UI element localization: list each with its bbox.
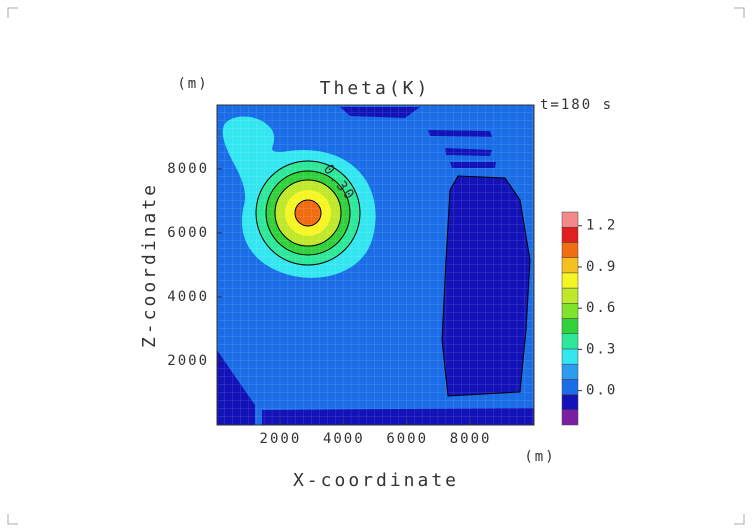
- contour-line: [274, 179, 342, 247]
- y-unit: (m): [177, 76, 208, 92]
- y-tick-label: 8000: [167, 161, 209, 177]
- y-tick-label: 2000: [167, 353, 209, 369]
- colorbar-swatch: [561, 257, 579, 274]
- colorbar-swatch: [561, 363, 579, 380]
- colorbar-tick-label: 0.9: [586, 259, 617, 275]
- contour-line: [265, 170, 351, 256]
- colorbar-swatch: [561, 272, 579, 289]
- contour-line: [294, 199, 322, 227]
- colorbar-swatch: [561, 379, 579, 395]
- colorbar-swatch: [561, 394, 579, 411]
- colorbar-swatch: [561, 242, 579, 258]
- x-tick-label: 4000: [323, 431, 365, 447]
- colorbar-swatch: [561, 211, 579, 228]
- contour-line: [441, 175, 531, 397]
- colorbar-swatch: [561, 348, 579, 365]
- chart-title: Theta(K): [320, 78, 431, 99]
- contour-line: [255, 160, 361, 266]
- plot-frame: [216, 104, 535, 426]
- colorbar-tick-label: 0.6: [586, 300, 617, 316]
- colorbar-tick-label: 0.3: [586, 341, 617, 357]
- y-tick-label: 4000: [167, 289, 209, 305]
- time-label: t=180 s: [540, 97, 613, 113]
- colorbar-tick-label: 0.0: [586, 383, 617, 399]
- page-corners: [7, 7, 745, 525]
- colorbar-swatch: [561, 287, 579, 304]
- colorbar-swatch: [561, 409, 579, 426]
- colorbar-swatch: [561, 333, 579, 350]
- x-tick-label: 8000: [450, 431, 492, 447]
- colorbar-tick-label: 1.2: [586, 218, 617, 234]
- colorbar-swatch: [561, 226, 579, 243]
- y-tick-label: 6000: [167, 225, 209, 241]
- x-tick-label: 6000: [386, 431, 428, 447]
- x-axis-label: X-coordinate: [293, 470, 459, 491]
- colorbar-swatch: [561, 318, 579, 334]
- grid: [217, 105, 534, 425]
- x-unit: (m): [524, 449, 555, 465]
- colorbar-swatch: [561, 303, 579, 319]
- contour-field: [217, 105, 534, 425]
- y-axis-label: Z-coordinate: [139, 182, 160, 348]
- x-tick-label: 2000: [260, 431, 302, 447]
